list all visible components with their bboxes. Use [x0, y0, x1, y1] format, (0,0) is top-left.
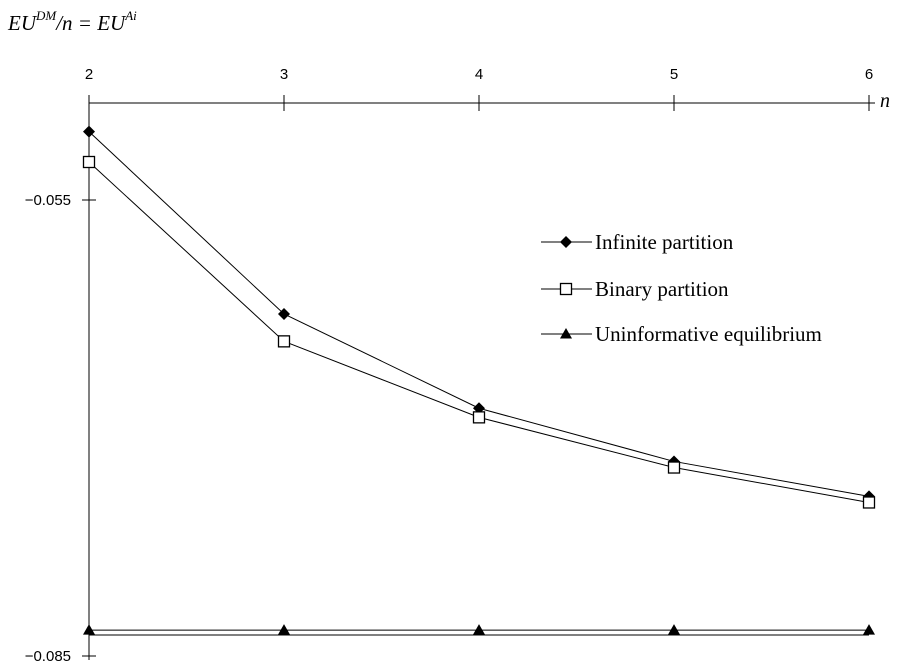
y-tick-label: −0.055	[25, 192, 71, 209]
square-marker	[862, 496, 876, 509]
chart-title: EUDM/n = EUAi	[7, 8, 137, 35]
square-marker	[277, 335, 291, 348]
x-tick-label: 5	[670, 66, 678, 83]
legend-label: Uninformative equilibrium	[595, 322, 822, 346]
x-tick-label: 3	[280, 66, 288, 83]
diamond-marker	[278, 308, 290, 320]
triangle-marker	[473, 624, 485, 635]
square-marker	[472, 411, 486, 424]
diamond-marker	[83, 125, 95, 138]
legend-label: Infinite partition	[595, 230, 734, 254]
triangle-marker	[560, 328, 572, 339]
x-tick-label: 2	[85, 66, 93, 83]
square-marker	[559, 282, 573, 296]
series-line	[88, 131, 870, 497]
triangle-marker	[668, 624, 680, 635]
triangle-marker	[83, 624, 95, 635]
triangle-marker	[863, 624, 875, 635]
x-axis-label: n	[880, 90, 890, 112]
square-marker	[667, 461, 681, 474]
diamond-marker	[560, 236, 572, 248]
x-tick-label: 6	[865, 66, 873, 83]
y-tick-label: −0.085	[25, 648, 71, 665]
triangle-marker	[278, 624, 290, 635]
square-marker	[82, 155, 96, 169]
x-tick-label: 4	[475, 66, 483, 83]
legend-label: Binary partition	[595, 277, 729, 301]
